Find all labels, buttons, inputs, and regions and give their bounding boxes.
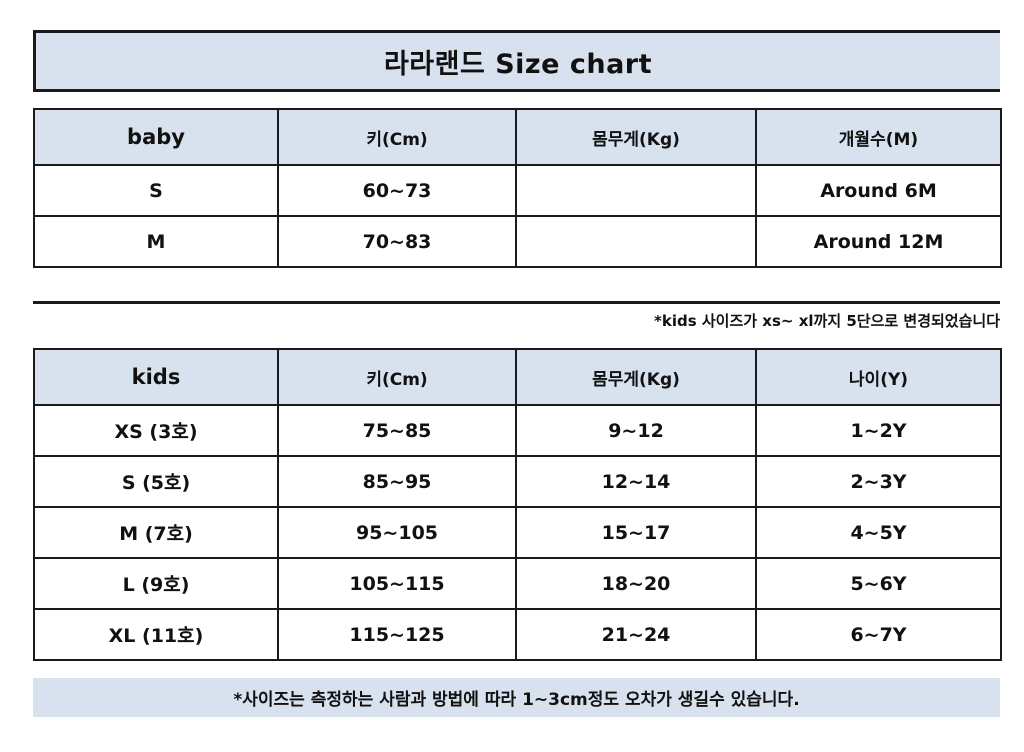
kids-size-change-note: *kids 사이즈가 xs~ xl까지 5단으로 변경되었습니다 (654, 312, 1000, 330)
chart-title-band: 라라랜드 Size chart (33, 30, 1000, 92)
table-row: M (7호) 95~105 15~17 4~5Y (33, 506, 1002, 559)
cell-size: M (7호) (33, 506, 279, 559)
cell-size: XS (3호) (33, 404, 279, 457)
cell-months: Around 12M (755, 215, 1002, 268)
kids-header-height: 키(Cm) (277, 348, 517, 406)
cell-height: 105~115 (277, 557, 517, 610)
page-title: 라라랜드 Size chart (383, 48, 653, 80)
cell-height: 75~85 (277, 404, 517, 457)
cell-size: XL (11호) (33, 608, 279, 661)
cell-size: S (5호) (33, 455, 279, 508)
kids-header-weight: 몸무게(Kg) (515, 348, 757, 406)
kids-table-header: kids 키(Cm) 몸무게(Kg) 나이(Y) (33, 348, 1002, 406)
cell-weight: 15~17 (515, 506, 757, 559)
kids-table-body: XS (3호) 75~85 9~12 1~2Y S (5호) 85~95 12~… (33, 404, 1002, 661)
cell-size: M (33, 215, 279, 268)
table-row: L (9호) 105~115 18~20 5~6Y (33, 557, 1002, 610)
table-header-row: baby 키(Cm) 몸무게(Kg) 개월수(M) (33, 108, 1002, 166)
table-row: XS (3호) 75~85 9~12 1~2Y (33, 404, 1002, 457)
measurement-disclaimer-band: *사이즈는 측정하는 사람과 방법에 따라 1~3cm정도 오차가 생길수 있습… (33, 678, 1000, 717)
cell-weight: 18~20 (515, 557, 757, 610)
cell-height: 115~125 (277, 608, 517, 661)
baby-header-size: baby (33, 108, 279, 166)
cell-weight (515, 164, 757, 217)
cell-age: 6~7Y (755, 608, 1002, 661)
cell-height: 60~73 (277, 164, 517, 217)
baby-header-weight: 몸무게(Kg) (515, 108, 757, 166)
table-row: XL (11호) 115~125 21~24 6~7Y (33, 608, 1002, 661)
section-divider (33, 301, 1000, 304)
kids-header-size: kids (33, 348, 279, 406)
measurement-disclaimer-text: *사이즈는 측정하는 사람과 방법에 따라 1~3cm정도 오차가 생길수 있습… (233, 690, 800, 710)
table-row: S 60~73 Around 6M (33, 164, 1002, 217)
table-header-row: kids 키(Cm) 몸무게(Kg) 나이(Y) (33, 348, 1002, 406)
kids-header-age: 나이(Y) (755, 348, 1002, 406)
kids-size-table: kids 키(Cm) 몸무게(Kg) 나이(Y) XS (3호) 75~85 9… (33, 348, 1002, 661)
cell-height: 85~95 (277, 455, 517, 508)
cell-weight: 9~12 (515, 404, 757, 457)
cell-size: L (9호) (33, 557, 279, 610)
table-row: M 70~83 Around 12M (33, 215, 1002, 268)
cell-height: 70~83 (277, 215, 517, 268)
cell-age: 4~5Y (755, 506, 1002, 559)
cell-weight: 21~24 (515, 608, 757, 661)
baby-size-table: baby 키(Cm) 몸무게(Kg) 개월수(M) S 60~73 Around… (33, 108, 1002, 268)
cell-size: S (33, 164, 279, 217)
baby-table-body: S 60~73 Around 6M M 70~83 Around 12M (33, 164, 1002, 268)
cell-months: Around 6M (755, 164, 1002, 217)
table-row: S (5호) 85~95 12~14 2~3Y (33, 455, 1002, 508)
cell-height: 95~105 (277, 506, 517, 559)
cell-weight (515, 215, 757, 268)
cell-age: 1~2Y (755, 404, 1002, 457)
cell-age: 5~6Y (755, 557, 1002, 610)
baby-header-months: 개월수(M) (755, 108, 1002, 166)
cell-weight: 12~14 (515, 455, 757, 508)
baby-table-header: baby 키(Cm) 몸무게(Kg) 개월수(M) (33, 108, 1002, 166)
baby-header-height: 키(Cm) (277, 108, 517, 166)
cell-age: 2~3Y (755, 455, 1002, 508)
